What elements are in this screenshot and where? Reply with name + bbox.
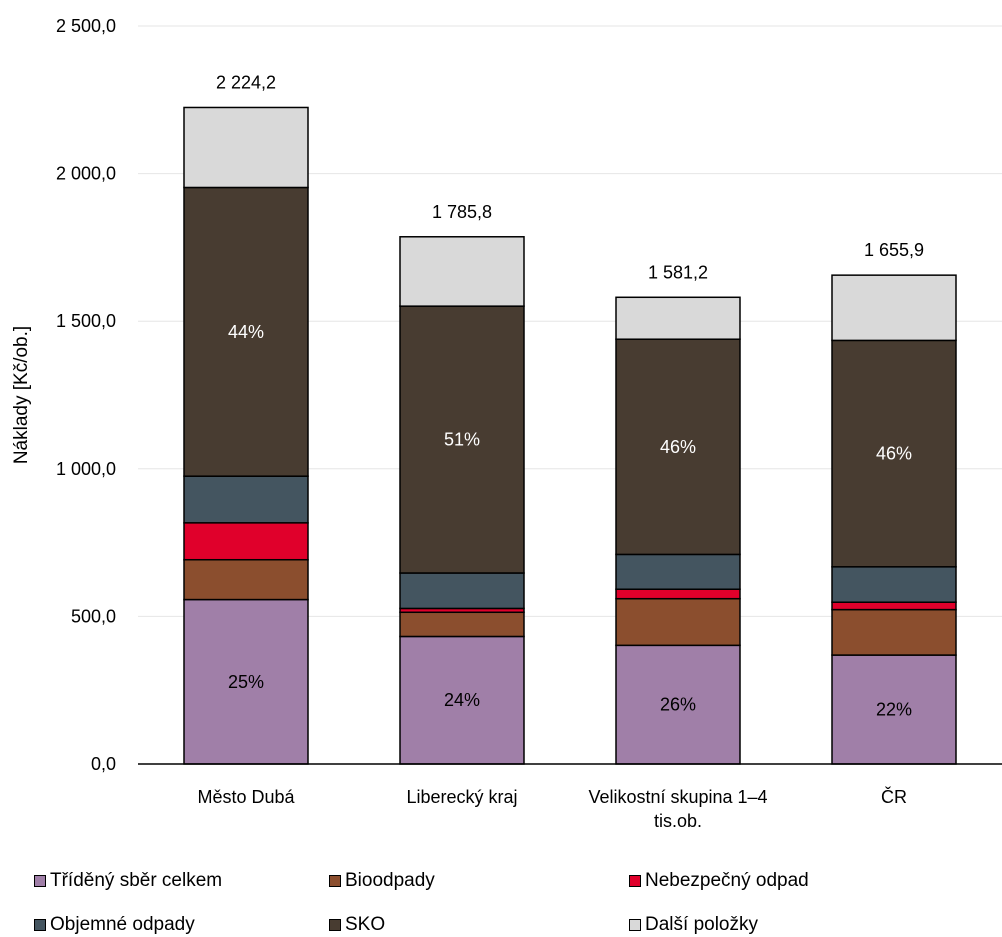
- bar-total-label: 1 785,8: [432, 202, 492, 222]
- bar-segment: [615, 644, 741, 765]
- segment-percent-label: 22%: [876, 700, 912, 720]
- y-tick-label: 1 000,0: [56, 459, 116, 479]
- y-tick-label: 2 000,0: [56, 164, 116, 184]
- bar-segment: [615, 296, 741, 340]
- bar-total-label: 1 655,9: [864, 240, 924, 260]
- bar-segment: [183, 106, 309, 189]
- segment-percent-label: 46%: [660, 437, 696, 457]
- segment-percent-label: 44%: [228, 322, 264, 342]
- bar-segment: [831, 608, 957, 656]
- segment-percent-label: 51%: [444, 430, 480, 450]
- bar-segment: [831, 339, 957, 568]
- bar-segment: [615, 597, 741, 647]
- bar-total-label: 1 581,2: [648, 262, 708, 282]
- bar-segment: [399, 305, 525, 574]
- bar-segment: [399, 236, 525, 307]
- y-axis-label: Náklady [Kč/ob.]: [11, 326, 32, 464]
- bar-segment: [183, 598, 309, 765]
- bar-segment: [831, 566, 957, 603]
- segment-percent-label: 24%: [444, 690, 480, 710]
- y-tick-label: 0,0: [91, 754, 116, 774]
- y-tick-label: 1 500,0: [56, 311, 116, 331]
- x-category-label: Město Dubá: [197, 787, 295, 807]
- x-category-label: Liberecký kraj: [406, 787, 517, 807]
- segment-percent-label: 25%: [228, 672, 264, 692]
- segment-percent-label: 26%: [660, 695, 696, 715]
- bar-segment: [183, 522, 309, 561]
- y-tick-label: 2 500,0: [56, 16, 116, 36]
- bar-segment: [615, 338, 741, 556]
- bar-segment: [399, 572, 525, 610]
- bars: 25% 44% 2 224,2 24% 51% 1 785,8 26% 46% 1 581,2 2…: [183, 72, 957, 765]
- bar-segment: [399, 611, 525, 638]
- x-category-label: ČR: [881, 786, 907, 807]
- segment-percent-label: 46%: [876, 444, 912, 464]
- x-axis-categories: Město Dubá Liberecký kraj Velikostní skupi…: [197, 786, 907, 831]
- x-category-label: Velikostní skupina 1–4 tis.ob.: [588, 787, 767, 831]
- y-tick-label: 500,0: [71, 606, 116, 626]
- bar-segment: [615, 553, 741, 590]
- bar-segment: [183, 475, 309, 524]
- bar-total-label: 2 224,2: [216, 72, 276, 92]
- bar-segment: [831, 274, 957, 342]
- y-axis-ticks: 0,0 500,0 1 000,0 1 500,0 2 000,0 2 500,0: [56, 16, 116, 774]
- bar-segment: [183, 558, 309, 601]
- bar-segment: [183, 186, 309, 477]
- bar-segment: [831, 601, 957, 611]
- bar-segment: [615, 588, 741, 600]
